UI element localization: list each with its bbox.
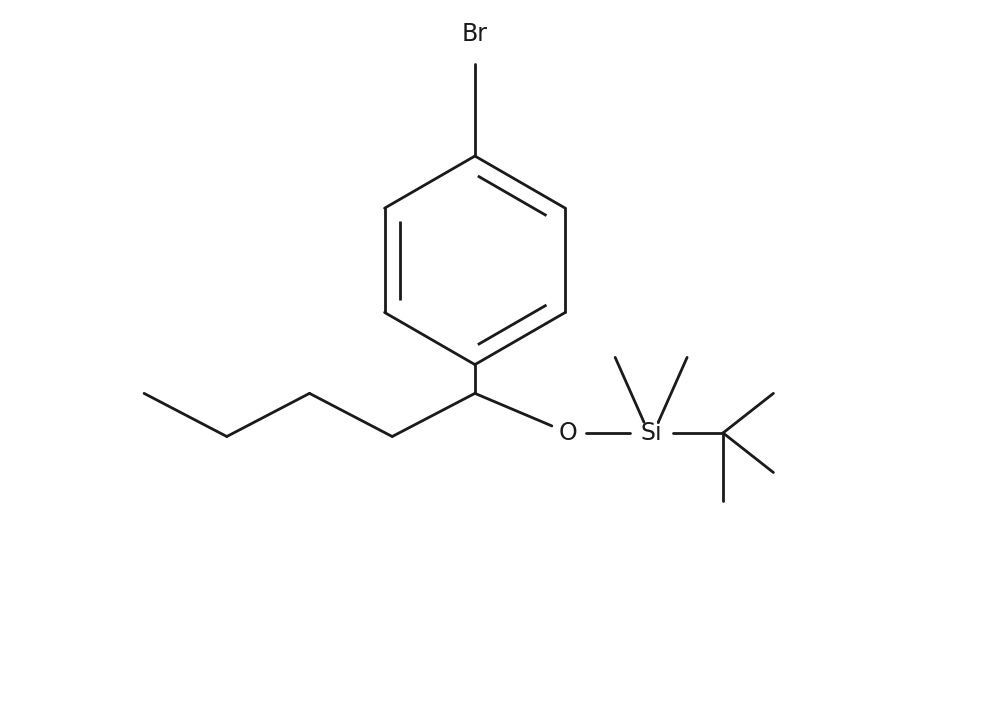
Text: Si: Si [640, 421, 662, 445]
Text: Br: Br [462, 22, 488, 45]
Text: O: O [559, 421, 578, 445]
